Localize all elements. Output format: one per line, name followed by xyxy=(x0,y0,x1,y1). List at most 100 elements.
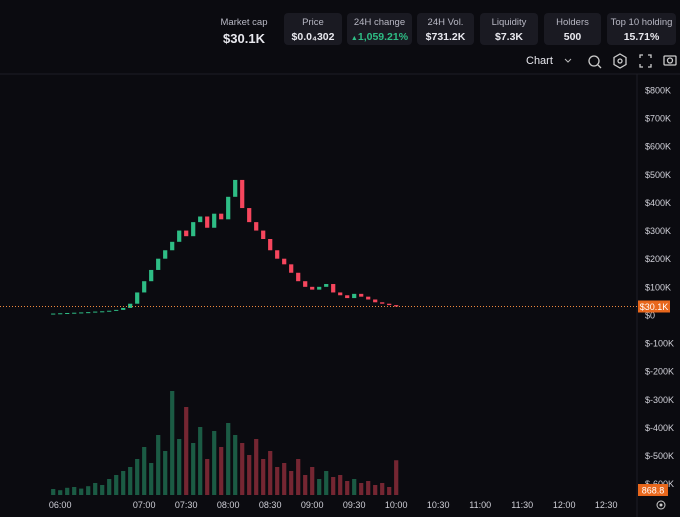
up-arrow: ▲ xyxy=(350,35,358,42)
stat-value: 15.71% xyxy=(623,31,660,43)
y-tick-label: $-300K xyxy=(645,395,674,405)
volume-bar xyxy=(156,435,161,495)
stat-holders: Holders 500 xyxy=(544,13,601,45)
stat-market-cap: Market cap $30.1K xyxy=(214,13,274,46)
candle-body xyxy=(184,230,189,237)
settings-button[interactable] xyxy=(613,53,627,69)
x-tick-label: 11:00 xyxy=(469,500,491,510)
volume-bar xyxy=(387,487,392,495)
volume-bar xyxy=(331,477,336,495)
candle-body xyxy=(373,299,378,303)
candle-body xyxy=(205,216,210,228)
volume-bar xyxy=(72,487,77,495)
volume-bar xyxy=(268,451,273,495)
candle-body xyxy=(177,230,182,242)
stat-change: 24H change ▲1,059.21% xyxy=(347,13,412,45)
x-tick-label: 09:30 xyxy=(343,500,366,510)
y-tick-label: $600K xyxy=(645,142,671,152)
stat-value: 500 xyxy=(563,31,582,43)
volume-bar xyxy=(198,427,203,495)
y-tick-label: $-200K xyxy=(645,367,674,377)
candle-body xyxy=(86,312,91,314)
volume-bar xyxy=(233,435,238,495)
stat-value: $731.2K xyxy=(425,31,466,43)
candle-body xyxy=(296,272,301,282)
candle-body xyxy=(261,230,266,240)
fullscreen-button[interactable] xyxy=(639,54,652,68)
candle-body xyxy=(317,286,322,290)
candle-body xyxy=(268,239,273,251)
volume-bar xyxy=(205,459,210,495)
y-tick-label: $800K xyxy=(645,85,671,95)
chart-selector[interactable]: Chart xyxy=(526,55,572,67)
volume-tag-label: 868.8 xyxy=(642,486,665,496)
y-tick-label: $-400K xyxy=(645,423,674,433)
y-tick-label: $700K xyxy=(645,114,671,124)
candle-body xyxy=(51,313,56,315)
volume-bar xyxy=(135,459,140,495)
candle-body xyxy=(93,311,98,313)
candle-body xyxy=(79,312,84,314)
candle-body xyxy=(100,311,105,313)
screenshot-button[interactable] xyxy=(663,55,677,66)
stat-value: $30.1K xyxy=(223,31,265,46)
measure-button[interactable] xyxy=(588,55,602,69)
volume-bar xyxy=(366,481,371,495)
volume-bar xyxy=(65,487,70,495)
candle-body xyxy=(254,222,259,231)
stat-label: Top 10 holding xyxy=(610,17,673,28)
candle-body xyxy=(135,292,140,304)
volume-bar xyxy=(184,407,189,495)
candle-body xyxy=(233,179,238,197)
candle-body xyxy=(65,312,70,314)
x-tick-label: 07:30 xyxy=(175,500,198,510)
volume-bar xyxy=(247,455,252,495)
stat-value: $7.3K xyxy=(494,31,524,43)
volume-bar xyxy=(58,490,63,495)
view-label[interactable]: Chart xyxy=(526,55,553,67)
volume-bar xyxy=(275,467,280,495)
volume-bar xyxy=(170,391,175,495)
volume-bar xyxy=(394,460,399,495)
volume-tag xyxy=(638,484,668,496)
y-tick-label: $-500K xyxy=(645,451,674,461)
gear[interactable] xyxy=(656,500,666,510)
volume-bar xyxy=(261,459,266,495)
candle-body xyxy=(121,307,126,310)
y-tick-label: $500K xyxy=(645,170,671,180)
candle-body xyxy=(219,213,224,220)
candle-body xyxy=(198,216,203,223)
candle-body xyxy=(114,309,119,311)
candle-body xyxy=(282,258,287,265)
x-tick-label: 09:00 xyxy=(301,500,324,510)
stat-value: $0.0₄302 xyxy=(291,31,335,43)
y-tick-label: $0 xyxy=(645,310,655,320)
y-tick-label: $200K xyxy=(645,254,671,264)
volume-bar xyxy=(324,471,329,495)
stat-volume: 24H Vol. $731.2K xyxy=(417,13,474,45)
volume-bar xyxy=(149,463,154,495)
stat-label: 24H change xyxy=(353,17,406,28)
candle-body xyxy=(58,313,63,315)
volume-bar xyxy=(282,463,287,495)
stat-label: Holders xyxy=(556,17,589,28)
volume-bar xyxy=(107,479,112,495)
stat-value: 1,059.21% xyxy=(357,31,409,43)
candle-body xyxy=(303,281,308,287)
candle-body xyxy=(387,303,392,306)
candle-body xyxy=(156,258,161,270)
volume-bar xyxy=(100,485,105,495)
y-tick-label: $300K xyxy=(645,226,671,236)
x-tick-label: 12:30 xyxy=(595,500,618,510)
candle-body xyxy=(72,312,77,314)
stat-label: Liquidity xyxy=(491,17,527,28)
candle-body xyxy=(149,269,154,282)
candle-body xyxy=(226,196,231,220)
x-tick-label: 07:00 xyxy=(133,500,156,510)
x-tick-label: 08:30 xyxy=(259,500,282,510)
volume-bar xyxy=(289,471,294,495)
x-tick-label: 06:00 xyxy=(49,500,72,510)
stat-price: Price $0.0₄302 xyxy=(284,13,342,45)
